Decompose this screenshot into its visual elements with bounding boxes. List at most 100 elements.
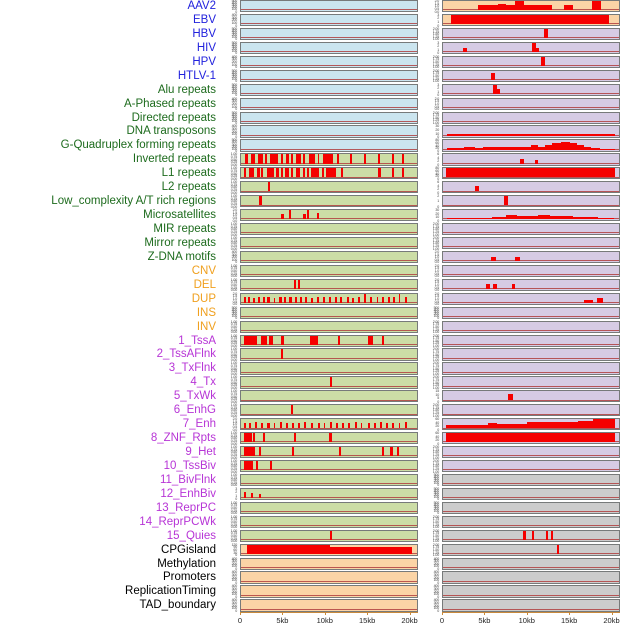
right-track-panel[interactable] xyxy=(442,585,620,598)
right-track-panel[interactable] xyxy=(442,153,620,166)
left-track-panel[interactable] xyxy=(240,348,418,361)
right-track-panel[interactable] xyxy=(442,446,620,459)
y-tick-label: 300 xyxy=(231,57,238,62)
right-track-panel[interactable] xyxy=(442,459,620,473)
left-track-panel[interactable] xyxy=(240,195,418,208)
right-track-panel[interactable] xyxy=(442,125,620,138)
left-track-panel[interactable] xyxy=(240,250,418,264)
right-track-panel[interactable] xyxy=(442,83,620,96)
right-track-panel[interactable] xyxy=(442,348,620,361)
data-bar xyxy=(495,89,500,94)
right-track-panel[interactable] xyxy=(442,390,620,403)
right-track-panel[interactable] xyxy=(442,0,620,13)
right-track-panel[interactable] xyxy=(442,334,620,347)
right-track-y-axis: 2.0 1.5 1.0 0.5 0.0 xyxy=(420,278,440,293)
right-track-panel[interactable] xyxy=(442,362,620,375)
left-track-panel[interactable] xyxy=(240,0,418,13)
left-track-panel[interactable] xyxy=(240,264,418,277)
right-track-panel[interactable] xyxy=(442,515,620,528)
right-track-panel[interactable] xyxy=(442,181,620,194)
right-track-panel[interactable] xyxy=(442,278,620,291)
left-track-panel[interactable] xyxy=(240,153,418,166)
left-track-panel[interactable] xyxy=(240,334,418,347)
left-track-panel[interactable] xyxy=(240,446,418,459)
left-track-panel[interactable] xyxy=(240,585,418,598)
right-track-panel[interactable] xyxy=(442,418,620,431)
left-track-panel[interactable] xyxy=(240,27,418,41)
right-track-panel[interactable] xyxy=(442,97,620,110)
left-track-panel[interactable] xyxy=(240,236,418,250)
right-track-panel[interactable] xyxy=(442,404,620,417)
data-bar xyxy=(544,28,549,39)
right-track-panel[interactable] xyxy=(442,264,620,277)
right-track-panel[interactable] xyxy=(442,473,620,487)
left-track-panel[interactable] xyxy=(240,459,418,473)
right-track-panel[interactable] xyxy=(442,250,620,264)
left-track-panel[interactable] xyxy=(240,69,418,82)
left-track-panel[interactable] xyxy=(240,501,418,514)
right-track-panel[interactable] xyxy=(442,167,620,180)
y-tick-label: 1.0 xyxy=(434,269,440,274)
left-track-panel[interactable] xyxy=(240,181,418,194)
right-track-panel[interactable] xyxy=(442,501,620,514)
right-track-panel[interactable] xyxy=(442,320,620,333)
data-bar xyxy=(273,297,276,303)
left-track-panel[interactable] xyxy=(240,55,418,68)
right-track-panel[interactable] xyxy=(442,529,620,542)
left-track-panel[interactable] xyxy=(240,390,418,403)
left-track-panel[interactable] xyxy=(240,432,418,445)
right-track-panel[interactable] xyxy=(442,487,620,500)
left-panel-y-axis-column: 500 400 300 200 100 0 400 300 200 100 0 500 400 300 20… xyxy=(218,0,238,613)
right-track-panel[interactable] xyxy=(442,55,620,68)
data-bar xyxy=(392,154,395,164)
right-track-panel[interactable] xyxy=(442,599,620,612)
left-track-panel[interactable] xyxy=(240,167,418,180)
y-tick-label: 2.00 xyxy=(432,54,439,59)
left-track-panel[interactable] xyxy=(240,139,418,152)
left-track-panel[interactable] xyxy=(240,41,418,54)
right-track-panel[interactable] xyxy=(442,27,620,41)
right-track-panel[interactable] xyxy=(442,69,620,82)
right-track-panel[interactable] xyxy=(442,195,620,208)
data-bar xyxy=(392,422,395,429)
left-track-panel[interactable] xyxy=(240,404,418,417)
right-track-panel[interactable] xyxy=(442,432,620,445)
left-track-panel[interactable] xyxy=(240,418,418,431)
right-track-panel[interactable] xyxy=(442,543,620,556)
right-track-panel[interactable] xyxy=(442,306,620,319)
left-track-panel[interactable] xyxy=(240,487,418,500)
data-bar xyxy=(450,14,610,25)
left-track-panel[interactable] xyxy=(240,515,418,528)
left-track-panel[interactable] xyxy=(240,306,418,319)
left-track-panel[interactable] xyxy=(240,543,418,556)
left-track-panel[interactable] xyxy=(240,83,418,96)
left-track-panel[interactable] xyxy=(240,111,418,124)
left-track-panel[interactable] xyxy=(240,292,418,305)
left-track-panel[interactable] xyxy=(240,278,418,291)
right-track-panel[interactable] xyxy=(442,571,620,584)
right-track-panel[interactable] xyxy=(442,223,620,236)
left-track-panel[interactable] xyxy=(240,97,418,110)
left-track-panel[interactable] xyxy=(240,209,418,222)
right-track-panel[interactable] xyxy=(442,376,620,389)
left-track-panel[interactable] xyxy=(240,571,418,584)
right-track-panel[interactable] xyxy=(442,13,620,27)
left-track-panel[interactable] xyxy=(240,13,418,27)
left-track-panel[interactable] xyxy=(240,473,418,487)
right-track-panel[interactable] xyxy=(442,111,620,124)
right-track-panel[interactable] xyxy=(442,139,620,152)
right-track-panel[interactable] xyxy=(442,209,620,222)
right-track-panel[interactable] xyxy=(442,236,620,250)
left-track-panel[interactable] xyxy=(240,557,418,570)
right-track-panel[interactable] xyxy=(442,557,620,570)
left-track-panel[interactable] xyxy=(240,376,418,389)
left-track-panel[interactable] xyxy=(240,125,418,138)
left-track-panel[interactable] xyxy=(240,320,418,333)
right-track-panel[interactable] xyxy=(442,292,620,305)
right-track-panel[interactable] xyxy=(442,41,620,54)
left-track-panel[interactable] xyxy=(240,529,418,542)
data-bar xyxy=(591,1,601,11)
left-track-panel[interactable] xyxy=(240,599,418,612)
left-track-panel[interactable] xyxy=(240,362,418,375)
left-track-panel[interactable] xyxy=(240,223,418,236)
